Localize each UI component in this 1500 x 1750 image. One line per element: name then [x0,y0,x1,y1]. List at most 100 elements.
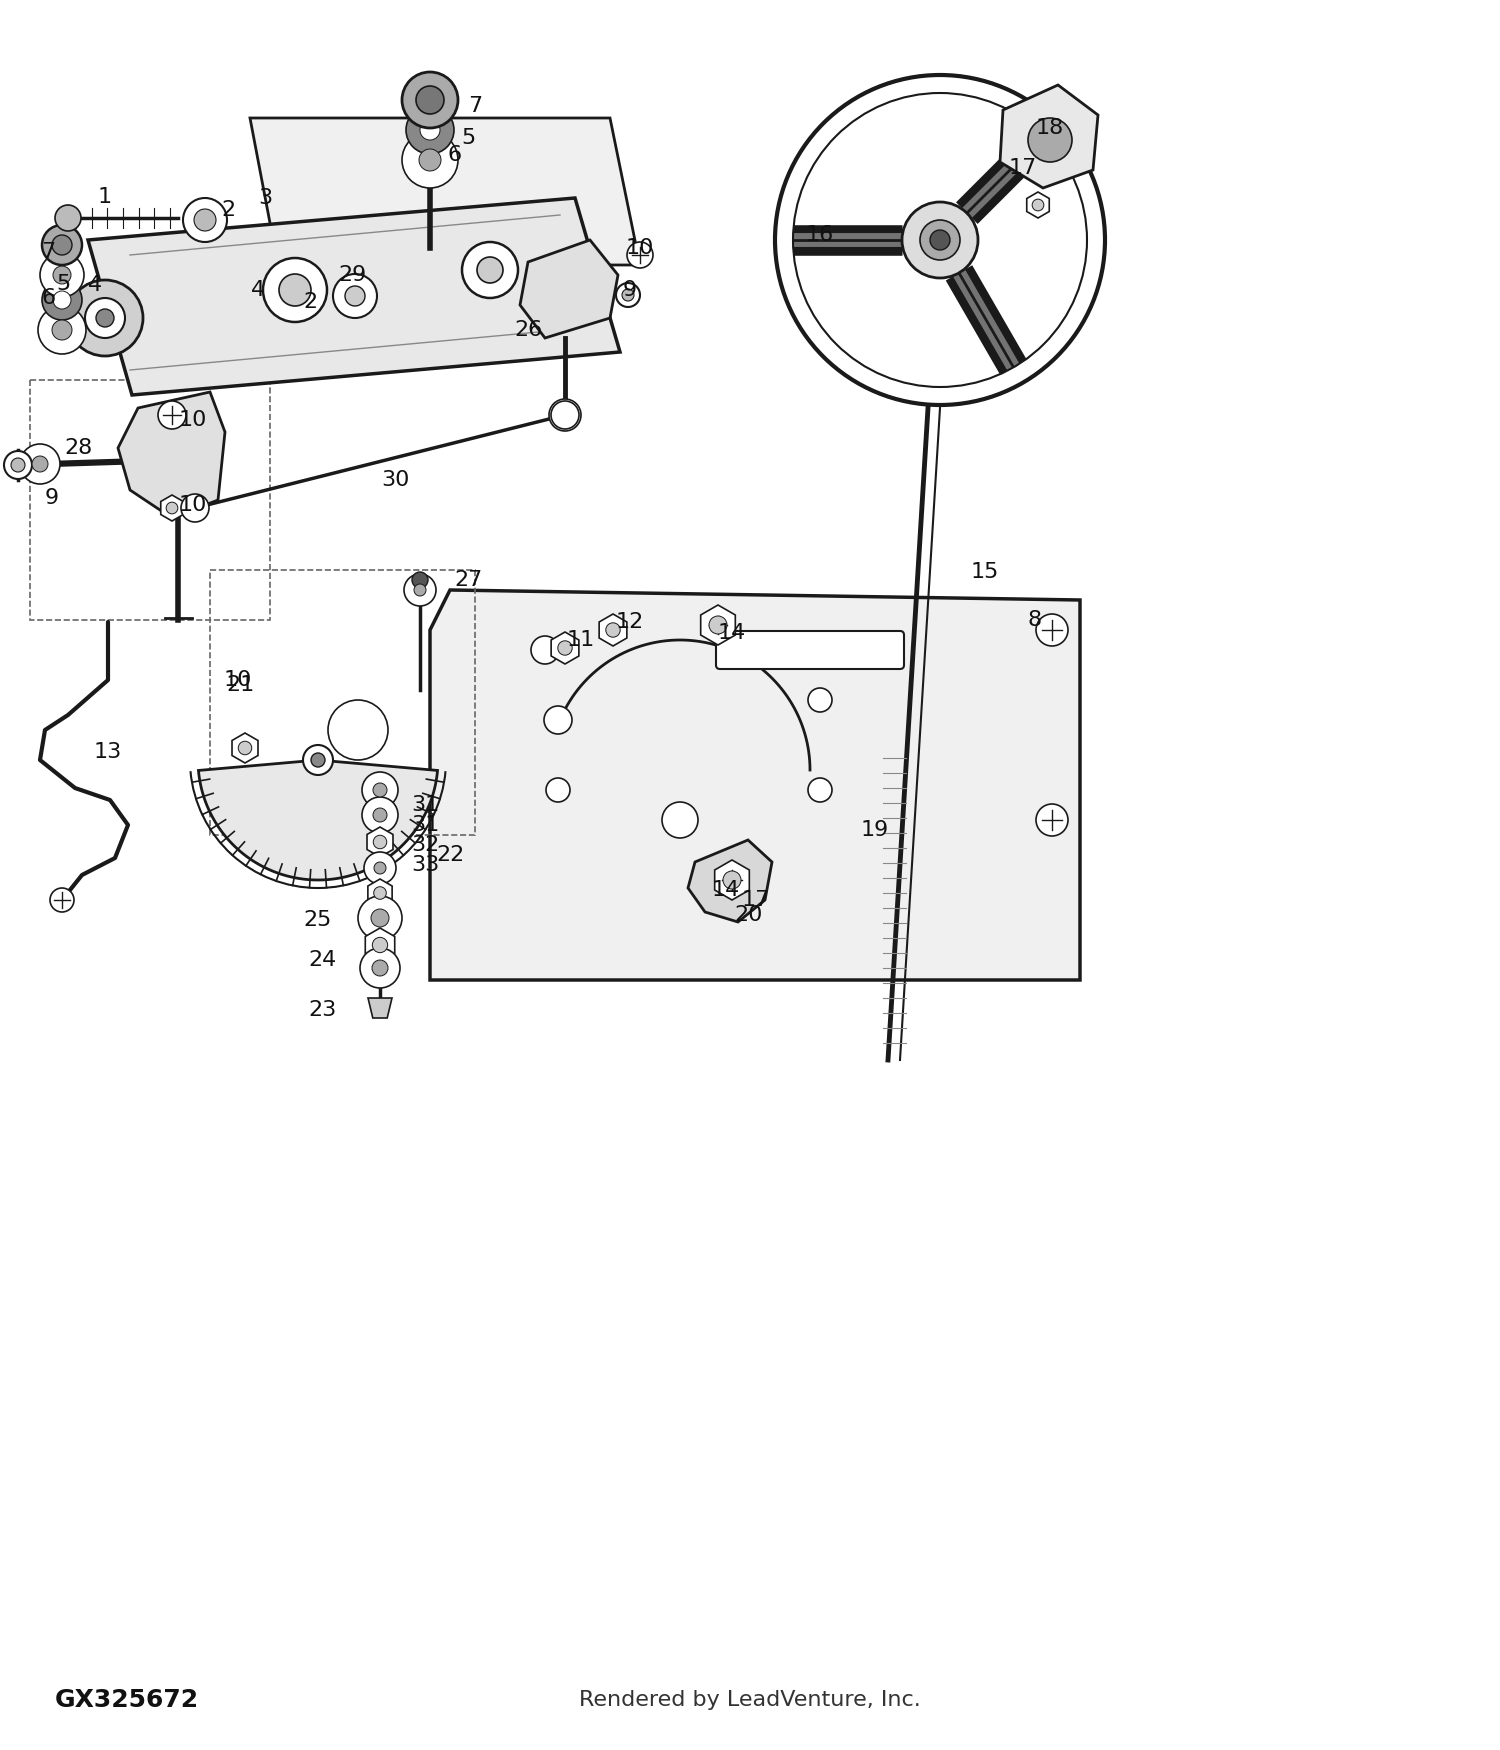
Text: 10: 10 [178,495,207,514]
Circle shape [558,640,572,654]
Circle shape [194,208,216,231]
Circle shape [550,401,579,429]
Text: 18: 18 [1036,117,1064,138]
Text: 11: 11 [567,630,596,649]
Circle shape [68,280,142,355]
Circle shape [716,864,748,896]
Text: 30: 30 [381,471,410,490]
Circle shape [404,574,436,605]
Text: 27: 27 [454,570,482,590]
Polygon shape [368,828,393,858]
Polygon shape [251,117,640,264]
Text: 8: 8 [1028,611,1042,630]
Circle shape [182,493,209,522]
Polygon shape [88,198,620,396]
Circle shape [374,887,387,900]
Polygon shape [550,632,579,663]
Text: 17: 17 [742,891,770,910]
Polygon shape [688,840,772,922]
Circle shape [616,284,640,306]
Circle shape [333,275,376,318]
Circle shape [374,835,387,849]
Circle shape [462,242,518,298]
Polygon shape [1000,86,1098,187]
Polygon shape [232,733,258,763]
Text: 29: 29 [339,264,368,285]
Circle shape [544,705,572,733]
Circle shape [42,226,82,264]
Circle shape [86,298,124,338]
Circle shape [10,458,26,472]
Circle shape [374,863,386,873]
Polygon shape [368,878,392,906]
Circle shape [53,234,72,255]
Circle shape [406,107,454,154]
Text: 5: 5 [460,128,476,149]
Polygon shape [160,495,183,522]
Text: 31: 31 [411,816,440,835]
Circle shape [328,700,388,760]
Circle shape [362,772,398,808]
Text: 1: 1 [98,187,112,206]
Circle shape [166,502,178,514]
Circle shape [53,266,70,284]
Circle shape [704,611,732,639]
Circle shape [606,623,619,637]
Circle shape [808,688,832,712]
Circle shape [1032,200,1044,210]
Circle shape [1036,614,1068,646]
Circle shape [477,257,502,284]
Polygon shape [700,606,735,646]
Circle shape [50,887,74,912]
Circle shape [402,131,457,187]
Bar [210,570,476,835]
Polygon shape [714,859,750,900]
Text: 22: 22 [436,845,463,864]
Text: Rendered by LeadVenture, Inc.: Rendered by LeadVenture, Inc. [579,1690,921,1710]
Polygon shape [1026,192,1050,219]
Text: 10: 10 [626,238,654,257]
Text: 16: 16 [806,226,834,245]
Circle shape [546,779,570,802]
Circle shape [262,257,327,322]
Text: 32: 32 [411,835,440,856]
Circle shape [53,290,70,310]
Text: 23: 23 [309,999,338,1020]
Circle shape [723,872,741,889]
Circle shape [419,149,441,172]
Circle shape [920,220,960,261]
Text: 9: 9 [622,280,638,299]
Text: 14: 14 [718,623,746,642]
Circle shape [358,896,402,940]
Text: 5: 5 [56,275,70,294]
Circle shape [20,444,60,485]
Text: 10: 10 [224,670,252,690]
Circle shape [370,908,388,928]
Circle shape [310,752,326,766]
Text: 4: 4 [251,280,266,299]
Circle shape [362,796,398,833]
Circle shape [531,635,560,663]
Circle shape [279,275,310,306]
Circle shape [38,306,86,354]
Text: GX325672: GX325672 [56,1689,200,1712]
Polygon shape [366,928,394,962]
FancyBboxPatch shape [716,632,904,668]
Circle shape [372,938,387,952]
Circle shape [345,285,364,306]
Circle shape [627,242,652,268]
Circle shape [53,320,72,340]
Circle shape [1028,117,1072,163]
Circle shape [414,584,426,597]
Bar [30,380,270,620]
Circle shape [374,808,387,822]
Circle shape [96,310,114,327]
Text: 12: 12 [616,612,644,632]
Text: 2: 2 [220,200,236,220]
Text: 31: 31 [411,794,440,816]
Circle shape [32,457,48,472]
Text: 7: 7 [40,242,56,262]
Circle shape [42,280,82,320]
Text: 7: 7 [468,96,482,116]
Circle shape [402,72,457,128]
